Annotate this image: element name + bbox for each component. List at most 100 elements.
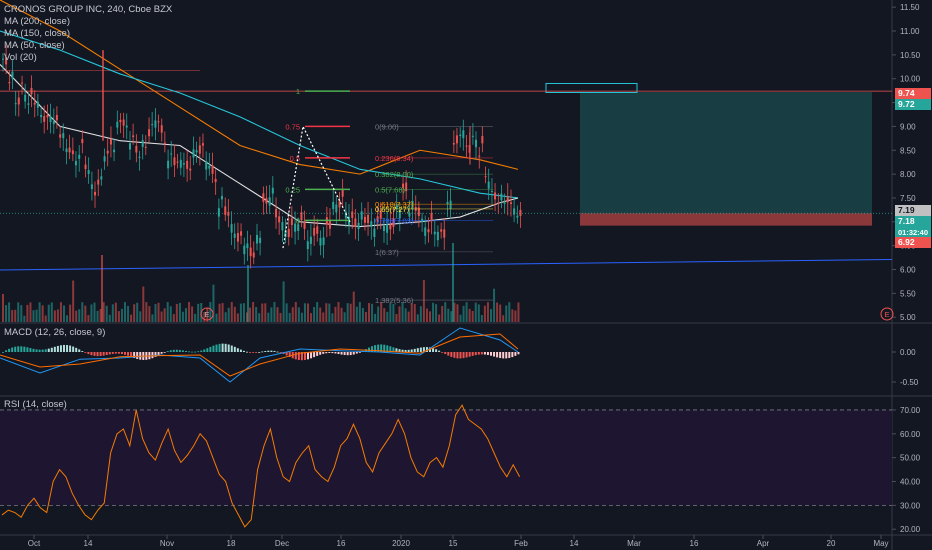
volume-bar <box>517 302 520 322</box>
macd-histogram-bar <box>444 352 447 355</box>
candle-body <box>78 154 81 159</box>
price-tick-label: 5.50 <box>900 289 916 298</box>
volume-bar <box>20 305 23 322</box>
volume-bar <box>206 307 209 322</box>
candle-body <box>192 149 195 158</box>
volume-bar <box>178 302 181 322</box>
volume-bar <box>480 314 483 322</box>
volume-bar <box>50 302 53 322</box>
volume-legend[interactable]: Vol (20) <box>4 52 37 63</box>
macd-histogram-bar <box>8 348 11 352</box>
macd-histogram-bar <box>471 352 474 356</box>
volume-bar <box>166 302 169 322</box>
ma200-line <box>0 0 519 175</box>
macd-histogram-bar <box>465 352 468 358</box>
candle-body <box>154 120 157 128</box>
macd-histogram-bar <box>203 349 206 352</box>
macd-histogram-bar <box>392 347 395 352</box>
candle-body <box>157 121 160 123</box>
macd-histogram-bar <box>441 352 444 353</box>
macd-histogram-bar <box>124 352 126 355</box>
candle-body <box>500 193 503 201</box>
candle-body <box>306 241 309 250</box>
volume-bar <box>383 308 386 322</box>
fib-retracement-label: 0(9.00) <box>375 122 399 131</box>
candle-body <box>151 124 154 126</box>
candle-body <box>214 178 217 182</box>
candle-body <box>211 165 214 174</box>
volume-bar <box>5 305 8 322</box>
ma150-line <box>0 30 519 199</box>
ma50-legend[interactable]: MA (50, close) <box>4 40 65 51</box>
macd-histogram-bar <box>181 350 184 352</box>
macd-label[interactable]: MACD (12, 26, close, 9) <box>4 327 106 338</box>
macd-histogram-bar <box>133 352 136 359</box>
ma150-legend[interactable]: MA (150, close) <box>4 28 70 39</box>
candle-body <box>205 161 208 170</box>
volume-bar <box>389 302 392 322</box>
candle-body <box>81 138 84 144</box>
macd-histogram-bar <box>114 352 117 354</box>
macd-histogram-bar <box>480 352 483 355</box>
volume-bar <box>380 302 383 322</box>
macd-histogram-bar <box>233 346 236 352</box>
candle-body <box>163 142 166 144</box>
candle-body <box>452 142 455 145</box>
volume-bar <box>435 304 438 322</box>
symbol-title[interactable]: CRONOS GROUP INC, 240, Cboe BZX <box>4 4 173 15</box>
pattern-path <box>282 124 351 249</box>
fib-level-label: 0.75 <box>285 122 300 131</box>
candle-body <box>40 114 43 118</box>
rsi-label[interactable]: RSI (14, close) <box>4 399 67 410</box>
macd-histogram-bar <box>63 344 65 352</box>
fib-level-label: 0 <box>296 216 300 225</box>
macd-histogram-bar <box>389 346 392 352</box>
rsi-tick-label: 70.00 <box>900 406 921 415</box>
time-tick-label: Nov <box>160 539 174 548</box>
macd-histogram-bar <box>319 352 322 355</box>
candle-body <box>148 129 151 137</box>
volume-bar <box>297 307 300 322</box>
candle-body <box>27 103 30 105</box>
macd-histogram-bar <box>218 343 221 352</box>
macd-histogram-bar <box>111 352 114 354</box>
candle-body <box>309 236 312 244</box>
candle-body <box>417 207 420 216</box>
macd-histogram-bar <box>120 352 123 355</box>
macd-histogram-bar <box>172 349 175 352</box>
time-tick-label: 16 <box>337 539 346 548</box>
candle-body <box>106 150 109 154</box>
volume-bar <box>413 304 416 322</box>
fib-retracement-label: 0.5(7.68) <box>375 185 406 194</box>
fib-retracement-label: 0.65(7.27) <box>375 205 410 214</box>
macd-histogram-bar <box>221 343 224 352</box>
volume-bar <box>474 302 477 322</box>
candle-body <box>494 192 497 200</box>
volume-bar <box>252 302 255 322</box>
macd-histogram-bar <box>56 345 59 352</box>
candle-body <box>392 218 395 227</box>
macd-histogram-bar <box>358 352 361 353</box>
volume-bar <box>221 303 224 322</box>
time-tick-label: Dec <box>275 539 289 548</box>
candle-body <box>116 121 119 128</box>
candle-body <box>351 211 354 218</box>
volume-bar <box>14 309 17 322</box>
volume-bar <box>247 265 249 322</box>
macd-histogram-bar <box>50 347 53 352</box>
macd-histogram-bar <box>303 352 306 361</box>
macd-histogram-bar <box>468 352 471 357</box>
time-tick-label: Feb <box>514 539 528 548</box>
volume-bar <box>404 308 407 322</box>
time-tick-label: 20 <box>827 539 836 548</box>
ma200-legend[interactable]: MA (200, close) <box>4 16 70 27</box>
volume-bar <box>355 306 358 322</box>
candle-body <box>36 101 39 108</box>
volume-bar <box>282 281 285 322</box>
volume-bar <box>361 307 364 322</box>
candle-body <box>278 216 281 223</box>
candle-body <box>217 208 220 217</box>
earnings-marker-label: E <box>884 310 889 319</box>
macd-histogram-bar <box>255 352 258 353</box>
